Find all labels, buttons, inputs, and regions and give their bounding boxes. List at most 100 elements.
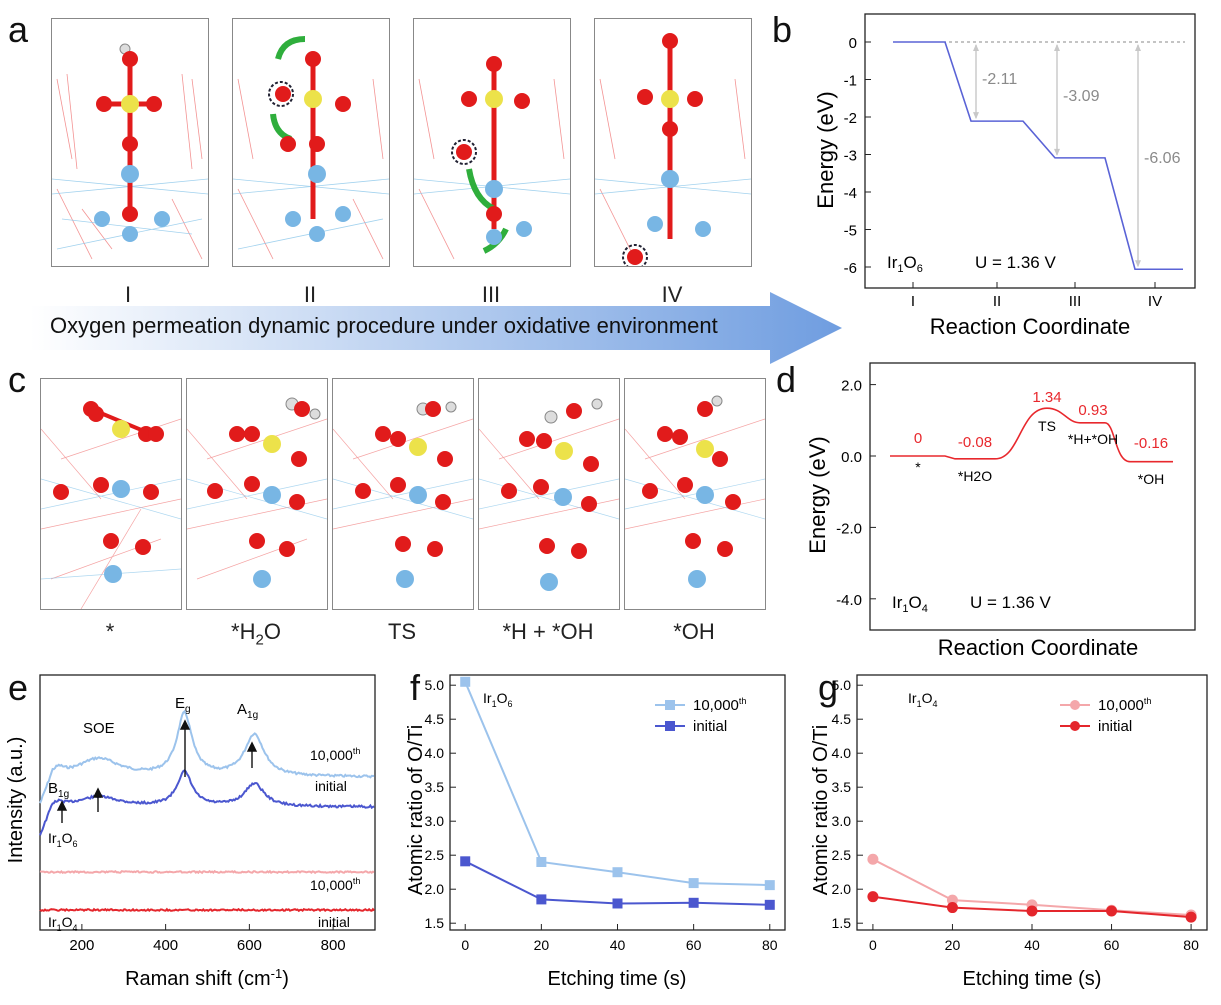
svg-text:10,000th: 10,000th: [693, 696, 746, 714]
x-axis-label: Raman shift (cm-1): [125, 966, 289, 990]
x-tick-label: I: [911, 293, 915, 310]
atomic-structure-illustration: [52, 43, 208, 260]
y-tick-label: 2.5: [832, 847, 852, 863]
data-series: [460, 676, 775, 910]
x-tick-label: 0: [461, 937, 469, 953]
x-tick-label: 60: [1104, 937, 1120, 953]
structure-image-stage-4: [594, 18, 752, 267]
y-tick-label: -4.0: [836, 592, 862, 609]
atomic-structure-illustration: [625, 395, 765, 588]
label-initial-top: initial: [315, 778, 347, 794]
x-axis-label: Reaction Coordinate: [930, 314, 1131, 339]
structure-image-state-1: [40, 378, 182, 610]
x-tick-label: 40: [610, 937, 626, 953]
x-axis-label: Etching time (s): [548, 968, 687, 990]
data-point: [612, 867, 623, 878]
stage-label-4: IV: [661, 282, 683, 307]
plot-frame: [856, 674, 1208, 931]
x-tick-label: 400: [153, 937, 178, 954]
atomic-structure-illustration: [414, 56, 570, 260]
legend-initial: initial: [693, 718, 727, 735]
stage-label-1: I: [124, 282, 132, 307]
label-initial-bottom: initial: [318, 914, 350, 930]
energy-annotations: -2.11 -3.09 -6.06: [973, 44, 1181, 268]
data-point: [867, 853, 879, 865]
panel-letter-c: c: [8, 359, 26, 400]
line-chart-g: Atomic ratio of O/Ti 1.5 2.0 2.5 3.0 3.5 4.0 4…: [810, 674, 1208, 990]
y-tick-label: 1.5: [832, 915, 852, 931]
x-tick-label: III: [1069, 293, 1082, 310]
data-point: [764, 880, 775, 891]
atomic-structure-illustration: [233, 36, 389, 260]
y-tick-label: 2.0: [425, 881, 445, 897]
label-ir1o4: Ir1O4: [48, 914, 77, 933]
legend-initial: initial: [1098, 718, 1132, 735]
y-tick-label: -6: [844, 260, 857, 277]
axis-ticks: 1.5 2.0 2.5 3.0 3.5 4.0 4.5 5.0 0 20 40 60 80: [425, 677, 778, 953]
data-point: [688, 878, 699, 889]
legend: 10,000th initial: [655, 696, 746, 735]
y-tick-label: 3.0: [425, 813, 445, 829]
system-label: Ir1O4: [892, 593, 928, 615]
system-label: Ir1O6: [887, 253, 923, 275]
label-ir1o6: Ir1O6: [48, 830, 77, 849]
y-axis-label: Atomic ratio of O/Ti: [810, 725, 832, 895]
legend: 10,000th initial: [1060, 696, 1151, 735]
system-label: Ir1O6: [483, 690, 512, 709]
y-tick-label: 2.5: [425, 847, 445, 863]
state-label: TS: [1038, 418, 1056, 434]
atomic-structure-illustration: [479, 398, 619, 591]
atomic-structure-illustration: [595, 33, 751, 266]
x-tick-label: 60: [686, 937, 702, 953]
y-tick-label: 4.0: [832, 745, 852, 761]
x-tick-label: 200: [69, 937, 94, 954]
y-tick-label: 0.0: [841, 449, 862, 466]
y-tick-label: 5.0: [832, 677, 852, 693]
x-ticks: 200 400 600 800: [69, 924, 346, 954]
energy-value-label: -0.16: [1134, 435, 1168, 452]
structure-image-state-4: [478, 378, 620, 610]
stage-label-2: II: [303, 282, 317, 307]
raman-spectra-e: Intensity (a.u.) 200 400 600 800 B1g SOE Eg…: [5, 674, 376, 990]
x-tick-label: II: [993, 293, 1001, 310]
state-label: *H+*OH: [1068, 431, 1118, 447]
panel-letter-g: g: [818, 667, 839, 708]
state-label-2: *H2O: [231, 619, 281, 649]
structure-image-state-5: [624, 378, 766, 610]
panel-letter-e: e: [8, 667, 29, 708]
energy-diagram-b: Energy (eV) 0-1-2-3-4-5-6 I II III IV -2.11…: [813, 13, 1196, 339]
x-tick-label: 800: [321, 937, 346, 954]
x-tick-label: 80: [1183, 937, 1199, 953]
svg-text:10,000th: 10,000th: [1098, 696, 1151, 714]
peak-b1g: B1g: [48, 780, 69, 800]
stage-label-3: III: [481, 282, 501, 307]
data-series: [867, 853, 1197, 923]
panel-letter-f: f: [410, 667, 421, 708]
energy-difference-label: -2.11: [982, 71, 1017, 88]
y-tick-label: 2.0: [841, 378, 862, 395]
x-axis-label: Reaction Coordinate: [938, 635, 1139, 660]
spectrum-ir1o4-10000th: [39, 869, 375, 875]
atomic-structure-illustration: [41, 401, 181, 609]
atomic-structure-illustration: [187, 397, 327, 588]
state-label-5: *OH: [673, 619, 715, 644]
data-point: [1106, 905, 1118, 917]
structure-image-stage-3: [413, 18, 571, 267]
potential-label: U = 1.36 V: [975, 253, 1056, 272]
data-point: [536, 894, 547, 905]
data-point: [867, 891, 879, 903]
energy-diagram-d: Energy (eV) 2.0 0.0 -2.0 -4.0 0 * -0.08 *H2O 1.…: [805, 362, 1196, 660]
state-label-4: *H + *OH: [502, 619, 594, 644]
data-point: [612, 898, 623, 909]
y-tick-label: 4.0: [425, 745, 445, 761]
y-ticks: 2.0 0.0 -2.0 -4.0: [836, 378, 876, 609]
x-tick-label: IV: [1148, 293, 1162, 310]
y-ticks: 0 -1 -2 -3 -4 -5 -6: [844, 35, 871, 277]
data-point: [460, 676, 471, 687]
state-label: *: [915, 459, 921, 475]
data-point: [946, 902, 958, 914]
y-tick-label: -3: [844, 148, 857, 165]
structure-image-stage-2: [232, 18, 390, 267]
data-point: [1185, 911, 1197, 923]
y-tick-label: -2: [844, 110, 857, 127]
